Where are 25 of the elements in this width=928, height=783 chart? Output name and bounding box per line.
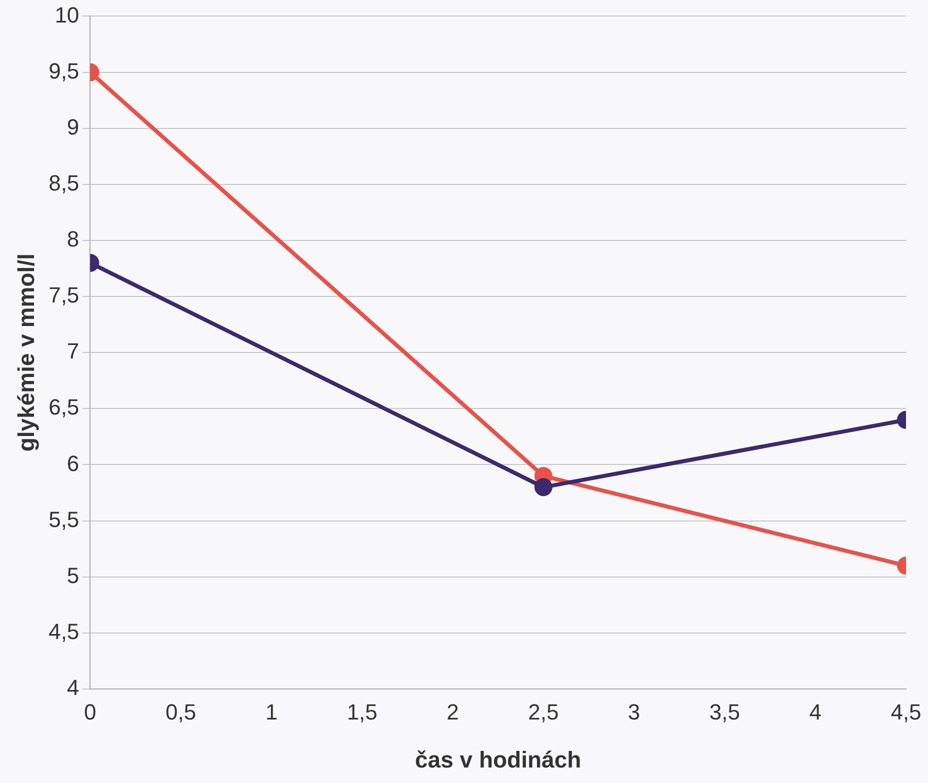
- y-tick-label: 9,5: [48, 58, 80, 84]
- x-tick-label: 4,5: [890, 699, 922, 724]
- y-tick-label: 10: [54, 2, 80, 28]
- x-tick-label: 3: [628, 699, 640, 724]
- x-axis-title: čas v hodinách: [415, 746, 582, 773]
- y-tick-label: 4: [66, 675, 80, 700]
- y-tick-label: 6,5: [48, 394, 80, 420]
- x-tick-label: 0: [84, 699, 96, 724]
- x-tick-label: 2,5: [528, 699, 559, 724]
- x-tick-label: 4: [809, 699, 822, 724]
- x-tick-label: 2: [446, 699, 459, 724]
- y-tick-label: 8: [66, 226, 80, 252]
- y-tick-label: 7: [66, 338, 80, 364]
- x-tick-label: 1,5: [346, 699, 378, 724]
- y-tick-label: 5,5: [48, 506, 80, 532]
- y-tick-label: 5: [66, 562, 80, 588]
- y-tick-label: 4,5: [48, 618, 80, 644]
- y-axis-title: glykémie v mmol/l: [13, 254, 40, 452]
- y-tick-label: 9: [66, 114, 80, 140]
- y-tick-label: 8,5: [48, 170, 80, 196]
- y-tick-label: 6: [66, 450, 80, 476]
- y-tick-label: 7,5: [48, 282, 80, 308]
- x-tick-label: 3,5: [709, 699, 740, 724]
- x-tick-label: 0,5: [166, 699, 196, 724]
- x-tick-label: 1: [265, 699, 278, 724]
